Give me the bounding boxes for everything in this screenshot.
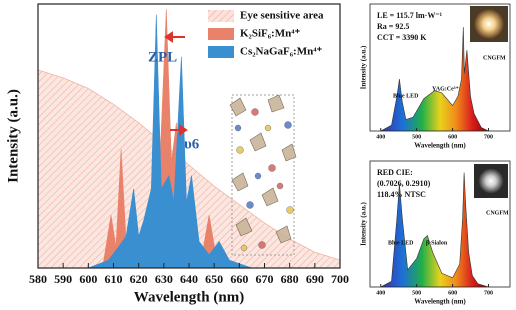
x-tick-label: 400 [376, 134, 385, 140]
annotation: CNGFM [486, 210, 509, 216]
x-tick-label: 600 [448, 290, 457, 296]
x-tick-label: 400 [376, 290, 385, 296]
x-tick-label: 500 [412, 134, 421, 140]
x-axis-label: Wavelength (nm) [414, 298, 466, 306]
y-axis-label: Intensity (a.u.) [360, 201, 368, 245]
annotation: β-Sialon [426, 240, 448, 246]
annotation: CNGFM [483, 55, 506, 61]
x-tick-label: 500 [412, 290, 421, 296]
x-tick-label: 610 [105, 272, 123, 286]
x-tick-label: 640 [180, 272, 198, 286]
annotation: υ6 [184, 136, 200, 152]
x-tick-label: 600 [448, 134, 457, 140]
x-tick-label: 650 [205, 272, 223, 286]
annotation: ZPL [148, 49, 177, 65]
area-fill [381, 27, 489, 131]
x-tick-label: 660 [230, 272, 248, 286]
x-tick-label: 700 [484, 134, 493, 140]
photo-glow [474, 9, 504, 39]
y-axis-label: Intensity (a.u.) [5, 89, 21, 183]
annotation: LE = 115.7 lm·W⁻¹ [377, 11, 443, 20]
legend-swatch [208, 10, 234, 22]
x-axis-label: Wavelength (nm) [414, 142, 466, 150]
legend-label: Eye sensitive area [240, 10, 324, 22]
x-tick-label: 670 [256, 272, 274, 286]
x-tick-label: 630 [155, 272, 173, 286]
x-tick-label: 580 [29, 272, 47, 286]
annotation: CCT = 3390 K [377, 33, 427, 42]
legend-swatch [208, 28, 234, 40]
x-tick-label: 700 [331, 272, 349, 286]
x-axis-label: Wavelength (nm) [134, 289, 244, 305]
annotation: Blue LED [388, 240, 414, 246]
photo-glow [478, 168, 504, 194]
y-axis-label: Intensity (a.u.) [360, 45, 368, 89]
annotation: YAG:Ce³⁺ [432, 85, 459, 92]
x-tick-label: 700 [484, 290, 493, 296]
legend-label: K₂SiF₆:Mn⁴⁺ [240, 28, 301, 40]
x-tick-label: 620 [130, 272, 148, 286]
legend-swatch [208, 46, 234, 58]
annotation: Ra = 92.5 [377, 22, 409, 31]
annotation: RED CIE: [377, 168, 413, 177]
figure: 580 590 600 610 620 630 640 650 660 670 680 690 700 W… [0, 0, 516, 310]
x-tick-label: 680 [281, 272, 299, 286]
legend-label: Cs₂NaGaF₆:Mn⁴⁺ [240, 46, 323, 58]
annotation: (0.7026, 0.2910) [377, 179, 431, 188]
x-tick-label: 590 [54, 272, 72, 286]
x-tick-label: 600 [79, 272, 97, 286]
annotation: Blue LED [393, 93, 419, 99]
annotation: 118.4% NTSC [377, 190, 426, 199]
x-tick-label: 690 [306, 272, 324, 286]
